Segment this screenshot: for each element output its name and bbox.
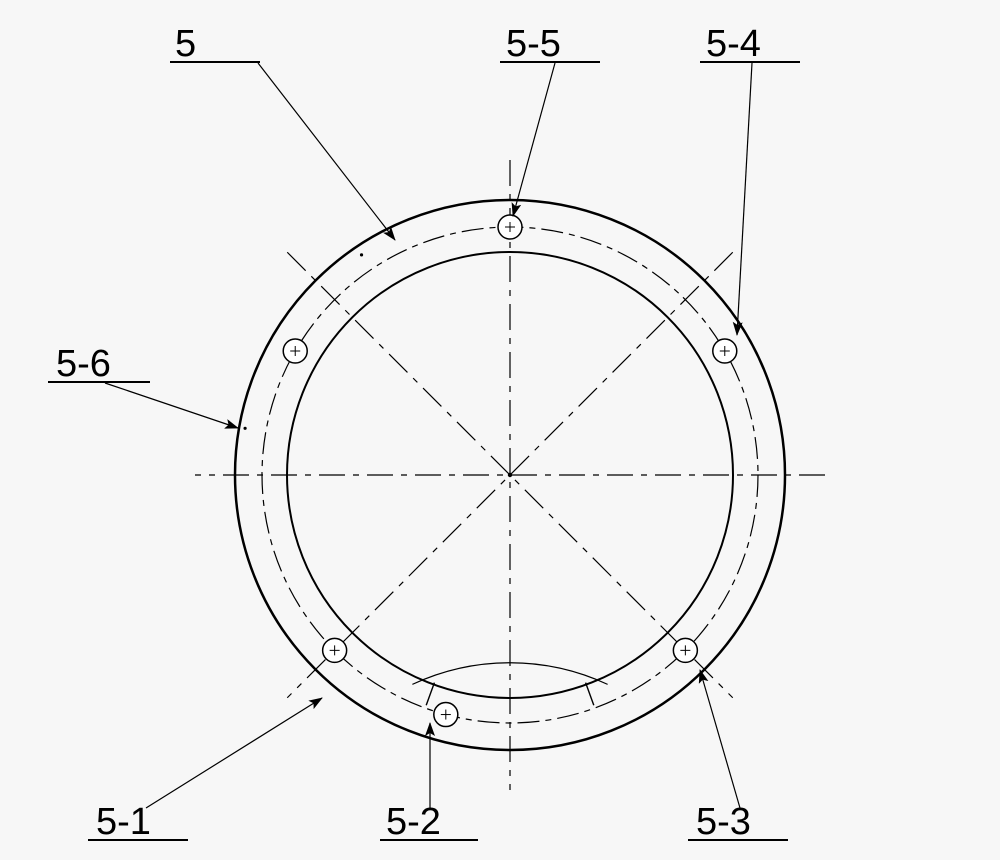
leader-5-6 <box>105 383 238 428</box>
leader-5-4 <box>737 63 752 335</box>
label-5: 5 <box>175 23 196 65</box>
leader-5-5 <box>513 63 555 216</box>
label-5-4: 5-4 <box>706 23 761 65</box>
label-5-5: 5-5 <box>506 23 561 65</box>
leader-lines <box>105 63 752 808</box>
leader-5-1 <box>146 698 322 808</box>
leader-5 <box>258 63 395 240</box>
label-5-1: 5-1 <box>96 801 151 843</box>
label-5-3: 5-3 <box>696 801 751 843</box>
label-5-6: 5-6 <box>56 343 111 385</box>
diagram-svg: 5 5-5 5-4 5-6 5-1 5-2 5-3 <box>0 0 1000 860</box>
leader-5-3 <box>700 670 740 808</box>
center-axes <box>195 160 825 790</box>
labels: 5 5-5 5-4 5-6 5-1 5-2 5-3 <box>48 23 800 843</box>
label-5-2: 5-2 <box>386 801 441 843</box>
diagram-stage: 5 5-5 5-4 5-6 5-1 5-2 5-3 <box>0 0 1000 860</box>
